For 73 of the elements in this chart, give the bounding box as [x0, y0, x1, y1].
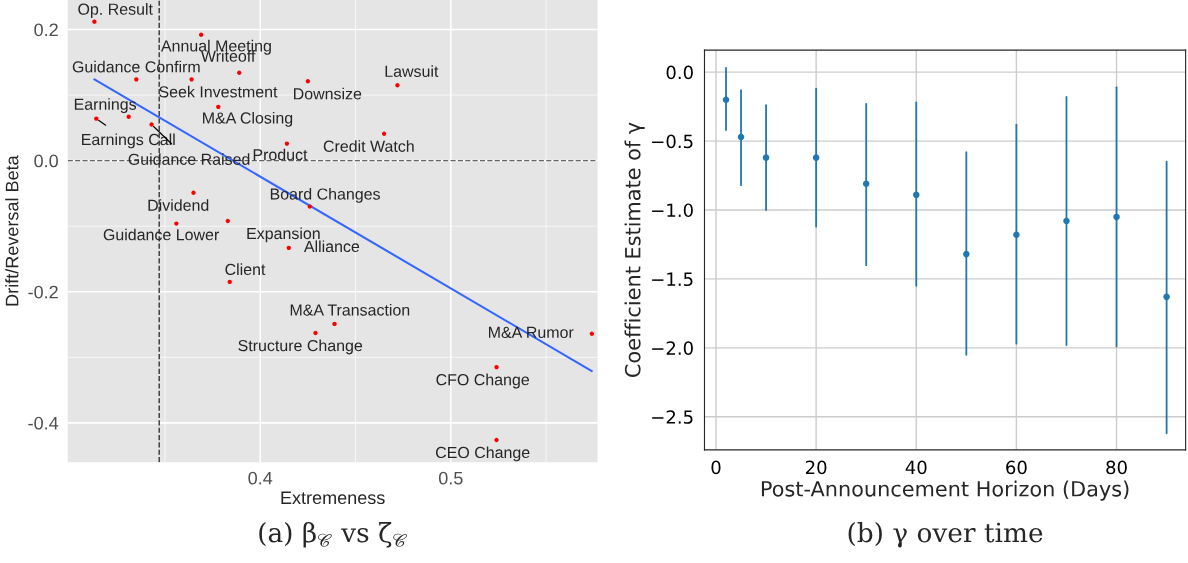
point — [1063, 217, 1070, 225]
y-axis-title: Coefficient Estimate of γ — [624, 122, 645, 377]
annotation: Credit Watch — [323, 140, 414, 152]
x-axis-title: Post-Announcement Horizon (Days) — [761, 480, 1129, 501]
annotation: M&A Transaction — [290, 303, 410, 316]
y-axis-title: Drift/Reversal Beta — [5, 155, 19, 306]
point — [494, 364, 499, 370]
point — [737, 133, 745, 141]
point — [216, 104, 221, 110]
point — [494, 437, 499, 443]
point — [286, 245, 291, 251]
annotation: M&A Rumor — [489, 326, 574, 339]
point — [963, 250, 970, 258]
x-tick-label: 20 — [805, 460, 827, 475]
point — [862, 180, 870, 188]
point — [812, 154, 820, 161]
point — [174, 221, 179, 226]
x-tick-label: 0 — [711, 460, 721, 475]
y-tick-label: −1.5 — [652, 272, 693, 287]
annotation: Guidance Confirm — [72, 60, 200, 73]
y-tick-label: 0.0 — [666, 65, 693, 80]
point — [722, 96, 730, 103]
annotation: Structure Change — [238, 339, 363, 355]
x-tick-label: 0.4 — [248, 471, 273, 485]
annotation: Dividend — [148, 199, 209, 211]
annotation: Client — [225, 263, 266, 276]
annotation: M&A Closing — [203, 111, 293, 127]
point — [313, 330, 318, 336]
point — [305, 79, 311, 84]
text: (b) γ over time — [848, 522, 1043, 548]
x-tick-label: 80 — [1106, 460, 1127, 475]
point — [332, 321, 337, 327]
point — [191, 190, 196, 195]
point — [1163, 293, 1170, 301]
point — [92, 19, 97, 24]
annotation: Seek Investment — [159, 85, 278, 98]
x-tick-label: 0.5 — [438, 471, 463, 485]
point — [381, 131, 387, 136]
annotation: Earnings — [74, 98, 137, 114]
annotation: CFO Change — [436, 373, 530, 389]
point — [307, 204, 312, 209]
point — [225, 218, 231, 224]
point — [1113, 213, 1120, 221]
annotation: Guidance Lower — [103, 228, 219, 241]
y-tick-label: -0.2 — [28, 285, 58, 299]
point — [762, 154, 770, 161]
point — [149, 122, 154, 127]
y-tick-label: −1.0 — [652, 203, 693, 218]
point — [227, 279, 232, 285]
y-tick-label: −0.5 — [652, 134, 693, 149]
x-tick-label: 60 — [1006, 460, 1027, 475]
annotation: Op. Result — [78, 3, 153, 18]
point — [1013, 231, 1020, 239]
annotation: CEO Change — [435, 446, 530, 462]
y-tick-label: -0.4 — [28, 416, 59, 430]
annotation: Downsize — [294, 87, 362, 100]
point — [237, 70, 242, 75]
annotation: Lawsuit — [385, 65, 439, 78]
y-tick-label: 0.2 — [34, 23, 58, 37]
point — [589, 331, 595, 336]
point — [189, 77, 194, 82]
y-tick-label: 0.0 — [34, 154, 58, 168]
point — [198, 32, 204, 37]
annotation: Product — [253, 148, 308, 161]
point — [94, 116, 99, 121]
y-tick-label: −2.5 — [652, 410, 693, 424]
y-tick-label: −2.0 — [652, 341, 693, 355]
point — [395, 83, 400, 88]
text: (a) β$_{𝒞}$ vs ζ$_{𝒞}$ — [259, 521, 408, 548]
point — [284, 141, 290, 146]
point — [913, 191, 920, 199]
x-axis-title: Extremeness — [281, 491, 385, 505]
x-tick-label: 40 — [905, 460, 927, 475]
